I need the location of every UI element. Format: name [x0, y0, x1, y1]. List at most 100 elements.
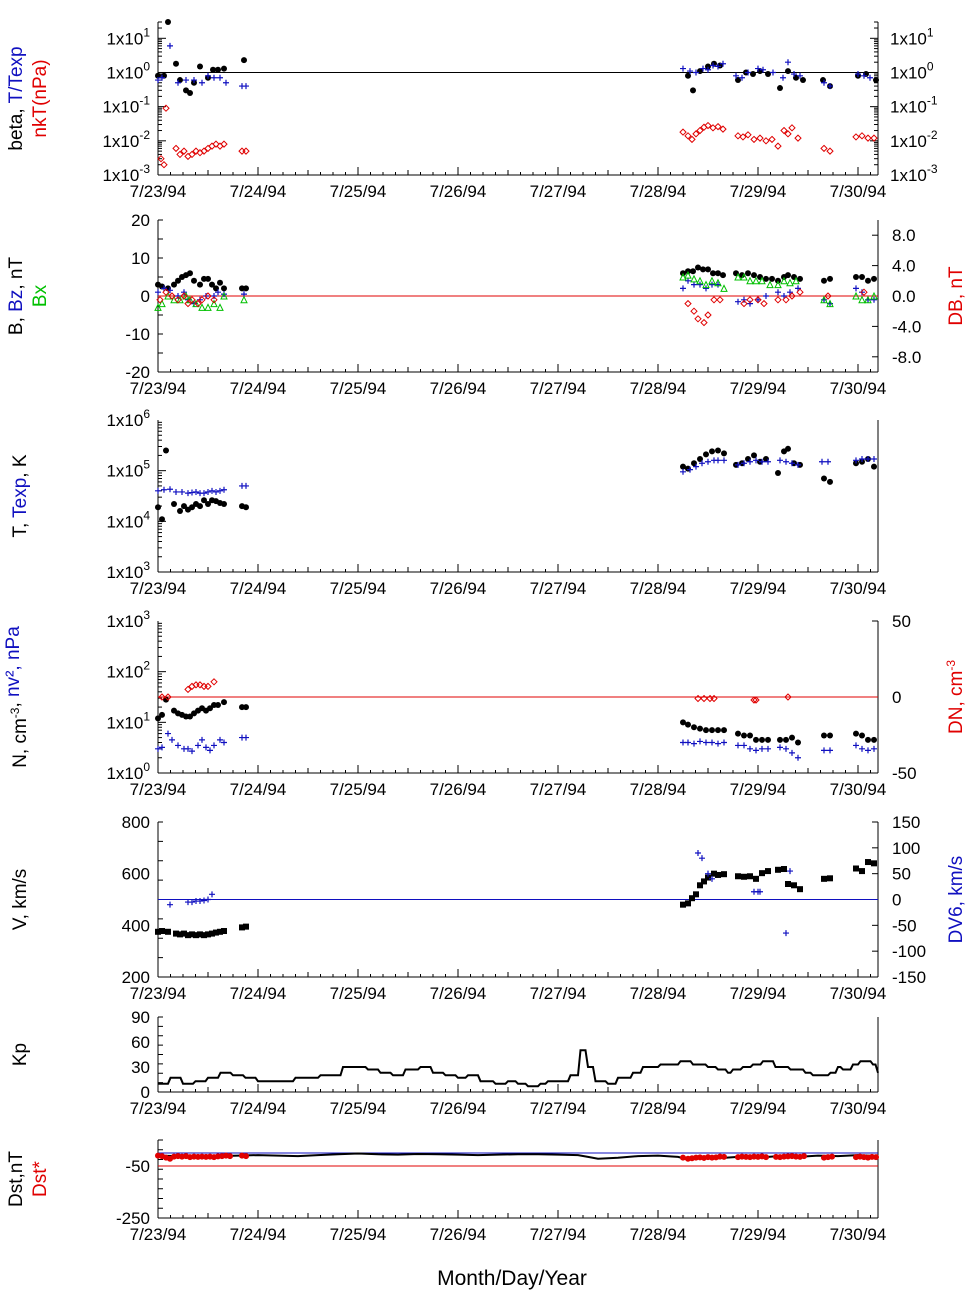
data-point-triangle	[696, 276, 704, 285]
data-point-diamond	[750, 696, 758, 704]
data-point-diamond	[688, 135, 696, 144]
data-point-plus	[155, 745, 161, 752]
data-point-plus	[745, 69, 751, 76]
data-point-dot	[715, 447, 721, 454]
data-point-plus	[199, 79, 205, 86]
data-point-plus	[715, 457, 721, 464]
data-point-plus	[183, 77, 189, 84]
data-point-plus	[747, 300, 753, 307]
y-axis-label-2: Dst*	[30, 1160, 51, 1197]
tick-mantissa: 1x10	[106, 764, 143, 783]
data-point-plus	[167, 42, 173, 49]
panel-T: 7/23/94 7/24/94 7/25/94 7/26/94 7/27/94 7/28/…	[10, 407, 886, 598]
x-tick-label: 7/30/94	[830, 1099, 887, 1118]
x-tick-label: 7/23/94	[130, 780, 187, 799]
x-tick-label: 7/25/94	[330, 1099, 387, 1118]
data-point-plus	[777, 457, 783, 464]
data-point-dot	[221, 285, 227, 292]
data-point-plus	[167, 486, 173, 493]
data-point-dot	[721, 450, 727, 457]
y-tick-label: 10	[131, 249, 150, 268]
data-point-square	[821, 875, 827, 882]
y-axis-label: Dst,nT	[6, 1151, 27, 1207]
data-point-plus	[859, 455, 865, 462]
x-tick-label: 7/27/94	[530, 780, 587, 799]
data-point-diamond	[752, 696, 760, 704]
y-tick-label: -10	[125, 325, 150, 344]
data-point-dot	[680, 463, 686, 470]
data-point-diamond	[704, 121, 712, 130]
x-tick-label: 7/25/94	[330, 182, 387, 201]
data-point-plus	[175, 79, 181, 86]
data-point-plus	[759, 458, 765, 465]
data-point-triangle	[216, 303, 224, 311]
y-tick-label: 20	[131, 211, 150, 230]
data-point-square	[781, 866, 787, 873]
data-point-plus	[735, 461, 741, 468]
data-point-square	[735, 873, 741, 880]
data-point-diamond	[192, 147, 200, 155]
data-point-plus	[755, 296, 761, 303]
data-point-diamond	[212, 140, 220, 148]
x-tick-label: 7/30/94	[830, 182, 887, 201]
data-point-plus	[861, 72, 867, 79]
data-point-plus	[700, 65, 706, 72]
y-tick-label-right: -50	[892, 764, 917, 783]
data-point-plus	[777, 744, 783, 751]
data-point-dot	[777, 85, 783, 92]
y-tick-label-right: 1x10-1	[890, 94, 938, 117]
tick-mantissa: 1x10	[106, 63, 143, 82]
right-axis-label: DB, nT	[946, 266, 967, 326]
y-tick-label: -50	[125, 1157, 150, 1176]
x-tick-label: 7/28/94	[630, 379, 687, 398]
data-point-square	[213, 929, 219, 936]
data-point-star	[721, 1153, 727, 1160]
data-point-square	[697, 882, 703, 889]
label-part: Dst*	[30, 1160, 51, 1197]
data-point-square	[853, 865, 859, 872]
data-point-diamond	[852, 133, 860, 141]
x-tick-label: 7/29/94	[730, 780, 787, 799]
label-part: ,	[3, 697, 24, 708]
data-point-diamond	[762, 137, 770, 145]
data-point-plus	[169, 736, 175, 743]
data-point-dot	[873, 77, 879, 84]
y-tick-label: 1x10-3	[102, 162, 150, 185]
data-point-diamond	[194, 299, 202, 308]
y-tick-label: 800	[122, 813, 150, 832]
data-point-plus	[765, 745, 771, 752]
data-point-plus	[205, 72, 211, 79]
x-tick-label: 7/24/94	[230, 1225, 287, 1244]
data-point-dot	[173, 60, 179, 67]
data-point-diamond	[750, 135, 758, 144]
data-point-diamond	[204, 682, 212, 691]
data-point-diamond	[220, 140, 228, 148]
data-point-diamond	[754, 296, 762, 304]
y-tick-label: 1x100	[106, 760, 150, 783]
data-point-dot	[871, 275, 877, 282]
data-point-dot	[785, 272, 791, 279]
x-tick-label: 7/28/94	[630, 984, 687, 1003]
data-point-diamond	[864, 134, 872, 142]
tick-exponent: -2	[139, 128, 150, 142]
data-point-dot	[721, 727, 727, 734]
data-point-square	[693, 891, 699, 898]
data-point-plus	[783, 458, 789, 465]
data-point-diamond	[188, 150, 196, 159]
data-point-dot	[221, 699, 227, 706]
data-point-dot	[765, 71, 771, 78]
data-point-plus	[205, 488, 211, 495]
data-point-triangle	[220, 291, 228, 300]
x-tick-label: 7/23/94	[130, 984, 187, 1003]
x-tick-label: 7/23/94	[130, 1225, 187, 1244]
x-tick-label: 7/24/94	[230, 182, 287, 201]
data-point-plus	[871, 455, 877, 462]
data-point-diamond	[700, 694, 708, 703]
data-point-triangle	[766, 280, 774, 289]
data-point-square	[217, 928, 223, 935]
data-point-square	[775, 866, 781, 873]
data-point-dot	[685, 721, 691, 728]
tick-mantissa: 1x10	[106, 663, 143, 682]
data-point-square	[243, 923, 249, 930]
data-point-plus	[217, 736, 223, 743]
